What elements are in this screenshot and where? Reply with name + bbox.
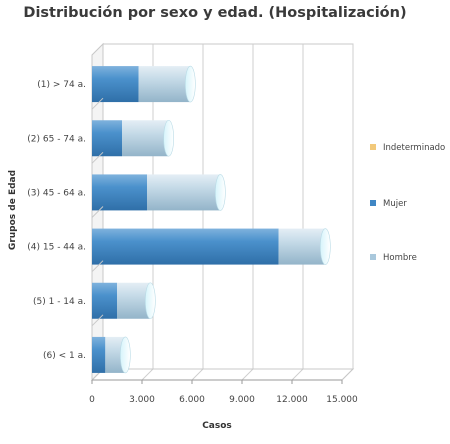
legend-swatch [370,144,376,150]
bar-end-cap [145,282,156,320]
bar-mujer [92,120,122,157]
bar-mujer [92,336,106,373]
y-tick-label: (4) 15 - 44 a. [27,243,86,253]
bar-hombre [122,120,169,157]
legend: Indeterminado Mujer Hombre [370,143,445,263]
y-axis-title: Grupos de Edad [8,170,18,250]
bar-end-cap [185,65,196,103]
y-tick-label: (6) < 1 a. [43,351,86,361]
x-tick-label: 15.000 [326,395,358,405]
legend-label: Mujer [383,199,407,209]
y-tick-label: (5) 1 - 14 a. [33,297,86,307]
y-tick-label: (2) 65 - 74 a. [27,134,86,144]
bar-mujer [92,174,147,211]
category-separator [91,260,104,273]
floor-gridline [291,368,304,381]
legend-label: Hombre [383,253,417,263]
x-axis-title: Casos [202,421,232,431]
bar-end-cap [320,228,331,265]
x-tick-label: 12.000 [276,395,308,405]
floor-gridline [141,368,154,381]
y-tick-label: (3) 45 - 64 a. [27,188,86,198]
bar-end-cap [163,119,174,157]
chart-title: Distribución por sexo y edad. (Hospitali… [23,5,407,21]
bar-mujer [92,66,139,103]
bar-mujer [92,228,279,265]
bar-end-cap [215,174,226,211]
category-separator [91,206,104,218]
x-tick-label: 6.000 [179,395,205,405]
plot-floor [90,368,355,381]
category-separator [91,151,104,164]
plot-area: (1) > 74 a. (2) 65 - 74 a. (3) 45 - 64 a. (… [27,42,358,405]
bar-hombre [147,174,221,211]
legend-label: Indeterminado [383,143,445,153]
bar-end-cap [120,336,131,374]
bar-hombre [138,66,191,103]
x-tick-label: 0 [89,395,95,405]
floor-gridline [191,368,204,381]
bar-hombre [278,228,326,265]
legend-swatch [370,254,376,260]
category-separator [91,97,104,110]
x-tick-label: 9.000 [229,395,255,405]
bar-hombre [105,336,126,373]
legend-swatch [370,200,376,206]
bar-hombre [117,282,151,319]
x-tick-label: 3.000 [129,395,155,405]
bar-mujer [92,282,117,319]
category-separator [91,314,104,327]
floor-gridline [241,368,254,381]
y-tick-label: (1) > 74 a. [37,80,86,90]
